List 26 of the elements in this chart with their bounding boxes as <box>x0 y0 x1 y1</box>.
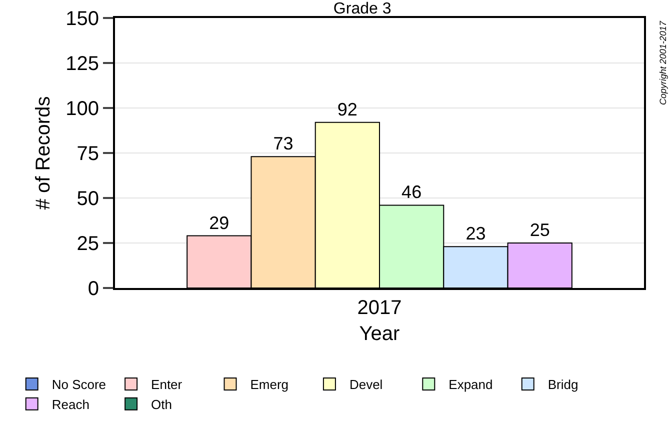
data-label: 29 <box>209 212 230 233</box>
legend-label: Oth <box>151 396 172 412</box>
legend-label: Reach <box>52 396 90 412</box>
x-tick-label: 2017 <box>357 297 402 319</box>
y-tick-label: 50 <box>76 188 99 210</box>
chart-title: Grade 3 <box>333 0 392 18</box>
y-tick-label: 150 <box>66 8 99 30</box>
legend-label: Devel <box>349 377 383 392</box>
y-tick-label: 125 <box>66 53 99 75</box>
data-label: 92 <box>337 99 358 120</box>
legend-label: Expand <box>448 377 493 392</box>
data-label: 46 <box>402 182 422 202</box>
data-label: 23 <box>466 224 486 244</box>
data-label: 73 <box>273 134 294 154</box>
y-tick-label: 25 <box>76 233 99 255</box>
data-label: 25 <box>530 220 550 240</box>
legend-label: Enter <box>151 377 183 392</box>
legend-label: Bridg <box>548 377 578 392</box>
y-tick-label: 75 <box>76 143 99 165</box>
y-tick-label: 0 <box>88 278 99 300</box>
x-axis-title: Year <box>359 323 400 345</box>
y-axis-title: # of Records <box>32 96 55 210</box>
text: Copyright 2001-2017 <box>658 20 668 106</box>
legend-label: Emerg <box>250 377 289 392</box>
legend-label: No Score <box>52 377 106 392</box>
y-tick-label: 100 <box>66 98 99 120</box>
